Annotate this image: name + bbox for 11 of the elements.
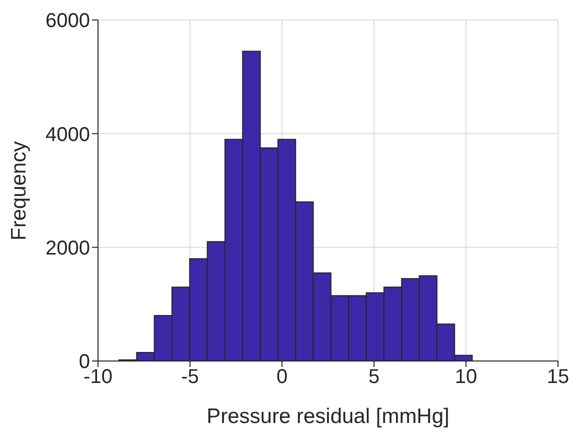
y-tick-label: 6000 (46, 10, 90, 32)
y-tick-label: 2000 (46, 237, 90, 260)
x-tick-label: 5 (368, 366, 380, 388)
x-axis-title: Pressure residual [mmHg] (206, 405, 450, 428)
x-tick-label: 0 (276, 366, 288, 388)
y-axis-title: Frequency (7, 140, 30, 240)
y-tick-label: 4000 (46, 124, 90, 146)
x-tick-label: 10 (454, 366, 478, 388)
y-tick-label: 0 (78, 351, 90, 374)
x-tick-label: -5 (181, 366, 199, 388)
x-tick-label: 15 (546, 366, 570, 388)
